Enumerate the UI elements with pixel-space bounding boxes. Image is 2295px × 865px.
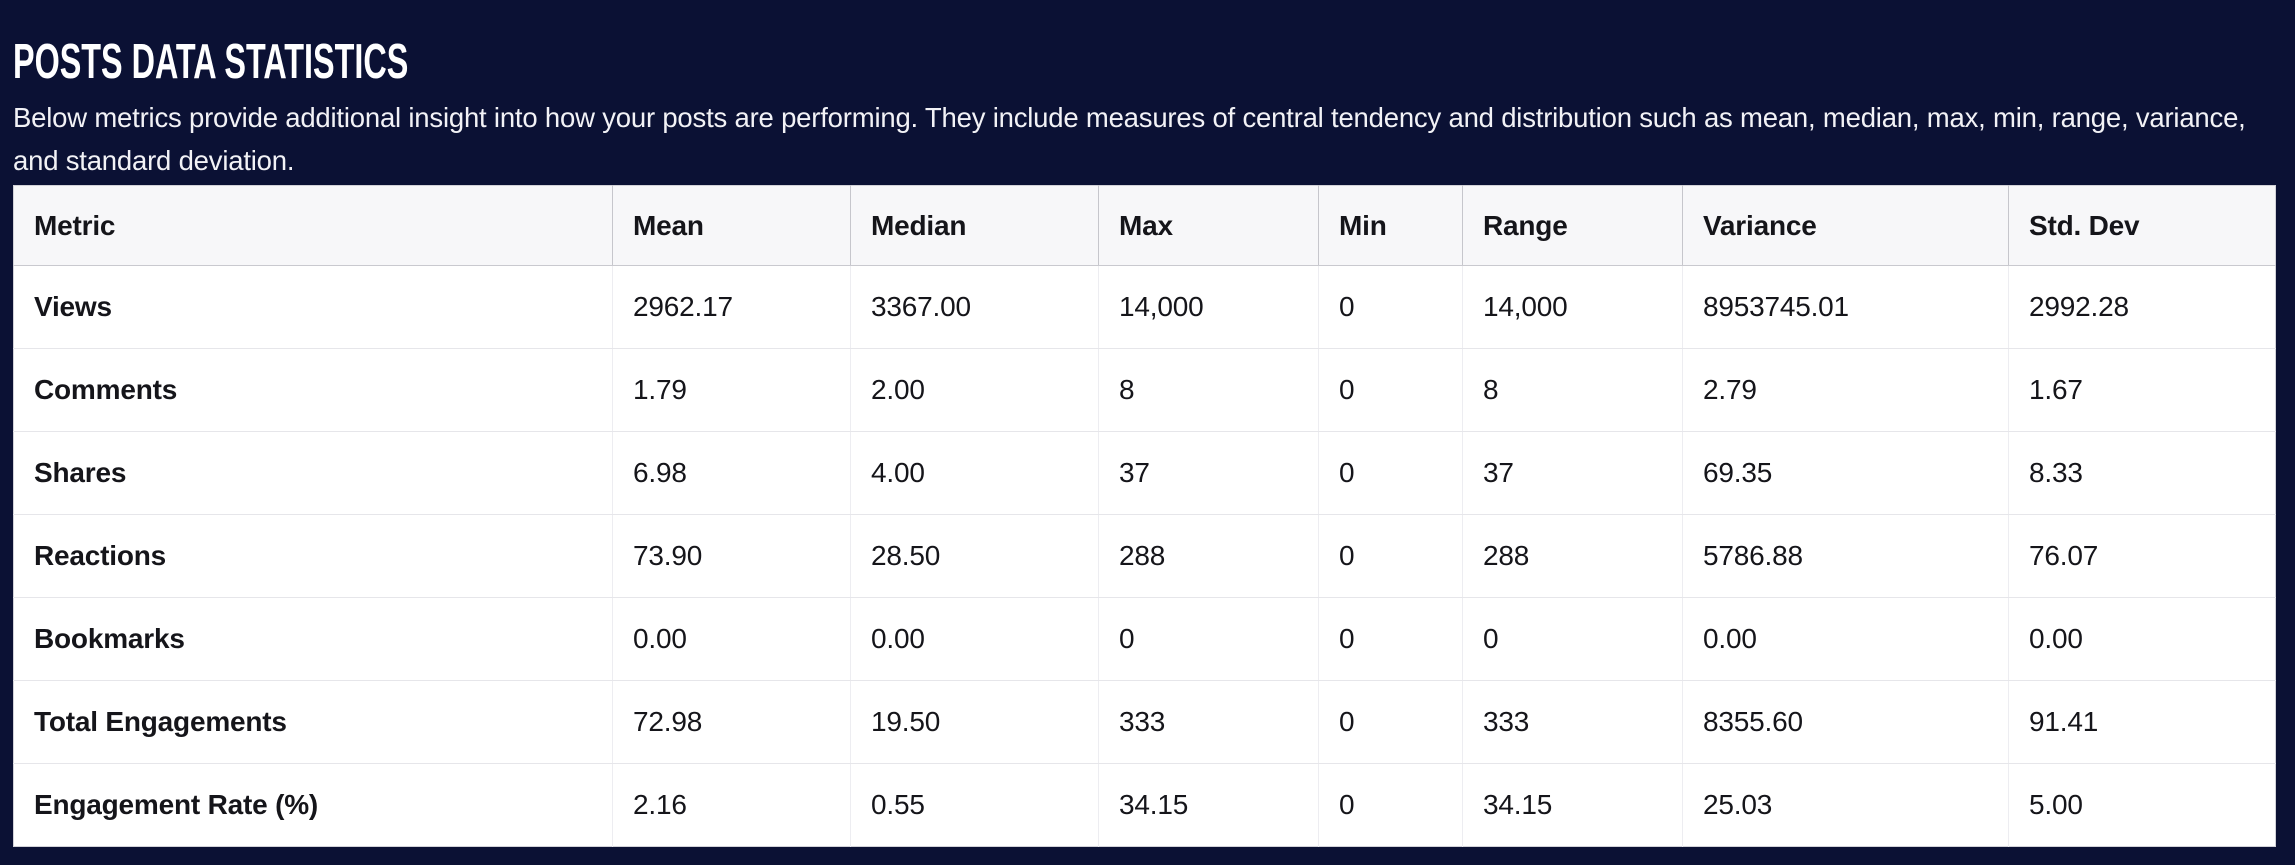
statistics-table: Metric Mean Median Max Min Range Varianc…	[13, 185, 2276, 847]
median-value: 19.50	[850, 680, 1099, 764]
range-value: 8	[1462, 348, 1683, 432]
median-value: 2.00	[850, 348, 1099, 432]
range-value: 0	[1462, 597, 1683, 681]
min-value: 0	[1318, 597, 1463, 681]
metric-label: Bookmarks	[13, 597, 613, 681]
variance-value: 8953745.01	[1682, 265, 2009, 349]
range-value: 288	[1462, 514, 1683, 598]
mean-value: 1.79	[612, 348, 851, 432]
median-value: 0.00	[850, 597, 1099, 681]
median-value: 0.55	[850, 763, 1099, 847]
range-value: 37	[1462, 431, 1683, 515]
table-row-engagement-rate: Engagement Rate (%) 2.16 0.55 34.15 0 34…	[13, 763, 2276, 847]
max-value: 14,000	[1098, 265, 1319, 349]
mean-value: 0.00	[612, 597, 851, 681]
table-header-row: Metric Mean Median Max Min Range Varianc…	[13, 185, 2276, 266]
median-value: 3367.00	[850, 265, 1099, 349]
page-description: Below metrics provide additional insight…	[13, 101, 2246, 176]
min-value: 0	[1318, 514, 1463, 598]
min-value: 0	[1318, 763, 1463, 847]
metric-label: Shares	[13, 431, 613, 515]
range-value: 333	[1462, 680, 1683, 764]
column-header-variance: Variance	[1682, 185, 2009, 266]
variance-value: 69.35	[1682, 431, 2009, 515]
variance-value: 25.03	[1682, 763, 2009, 847]
metric-label: Reactions	[13, 514, 613, 598]
table-row-shares: Shares 6.98 4.00 37 0 37 69.35 8.33	[13, 431, 2276, 515]
mean-value: 73.90	[612, 514, 851, 598]
max-value: 8	[1098, 348, 1319, 432]
column-header-range: Range	[1462, 185, 1683, 266]
column-header-max: Max	[1098, 185, 1319, 266]
page-title: POSTS DATA STATISTICS	[13, 34, 409, 89]
std-dev-value: 8.33	[2008, 431, 2276, 515]
table-row-views: Views 2962.17 3367.00 14,000 0 14,000 89…	[13, 265, 2276, 349]
std-dev-value: 76.07	[2008, 514, 2276, 598]
mean-value: 2.16	[612, 763, 851, 847]
column-header-metric: Metric	[13, 185, 613, 266]
metric-label: Views	[13, 265, 613, 349]
metric-label: Total Engagements	[13, 680, 613, 764]
max-value: 288	[1098, 514, 1319, 598]
mean-value: 6.98	[612, 431, 851, 515]
median-value: 28.50	[850, 514, 1099, 598]
std-dev-value: 91.41	[2008, 680, 2276, 764]
mean-value: 72.98	[612, 680, 851, 764]
variance-value: 8355.60	[1682, 680, 2009, 764]
range-value: 14,000	[1462, 265, 1683, 349]
column-header-min: Min	[1318, 185, 1463, 266]
mean-value: 2962.17	[612, 265, 851, 349]
std-dev-value: 5.00	[2008, 763, 2276, 847]
min-value: 0	[1318, 265, 1463, 349]
metric-label: Comments	[13, 348, 613, 432]
std-dev-value: 1.67	[2008, 348, 2276, 432]
column-header-mean: Mean	[612, 185, 851, 266]
std-dev-value: 0.00	[2008, 597, 2276, 681]
table-row-reactions: Reactions 73.90 28.50 288 0 288 5786.88 …	[13, 514, 2276, 598]
std-dev-value: 2992.28	[2008, 265, 2276, 349]
variance-value: 0.00	[1682, 597, 2009, 681]
min-value: 0	[1318, 680, 1463, 764]
max-value: 333	[1098, 680, 1319, 764]
variance-value: 5786.88	[1682, 514, 2009, 598]
metric-label: Engagement Rate (%)	[13, 763, 613, 847]
table-row-bookmarks: Bookmarks 0.00 0.00 0 0 0 0.00 0.00	[13, 597, 2276, 681]
max-value: 37	[1098, 431, 1319, 515]
column-header-median: Median	[850, 185, 1099, 266]
max-value: 34.15	[1098, 763, 1319, 847]
median-value: 4.00	[850, 431, 1099, 515]
max-value: 0	[1098, 597, 1319, 681]
min-value: 0	[1318, 348, 1463, 432]
variance-value: 2.79	[1682, 348, 2009, 432]
min-value: 0	[1318, 431, 1463, 515]
range-value: 34.15	[1462, 763, 1683, 847]
statistics-table-container: Metric Mean Median Max Min Range Varianc…	[13, 185, 2276, 847]
column-header-std-dev: Std. Dev	[2008, 185, 2276, 266]
table-row-comments: Comments 1.79 2.00 8 0 8 2.79 1.67	[13, 348, 2276, 432]
table-row-total-engagements: Total Engagements 72.98 19.50 333 0 333 …	[13, 680, 2276, 764]
